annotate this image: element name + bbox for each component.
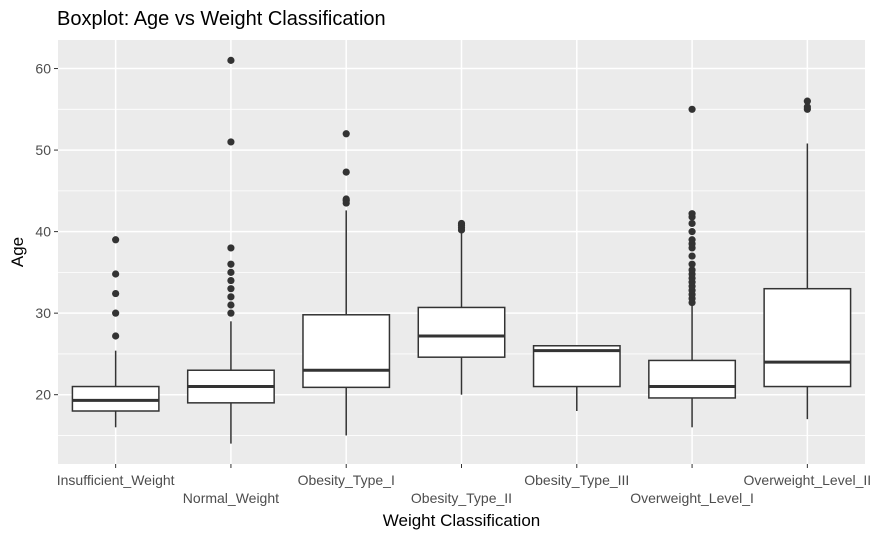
- outlier-point: [457, 219, 466, 228]
- iqr-box: [302, 314, 391, 389]
- outlier-point: [227, 285, 235, 293]
- y-tick-label: 60: [35, 61, 51, 77]
- box-Normal_Weight: [186, 56, 275, 444]
- iqr-box: [71, 385, 160, 412]
- outlier-point: [227, 309, 235, 317]
- outlier-point: [688, 252, 696, 260]
- outlier-point: [688, 236, 696, 244]
- y-tick-label: 30: [35, 305, 51, 321]
- x-tick-label: Obesity_Type_II: [411, 490, 512, 506]
- x-axis-title: Weight Classification: [383, 511, 540, 530]
- iqr-box: [532, 345, 621, 388]
- outlier-point: [803, 103, 811, 111]
- outlier-point: [227, 268, 235, 276]
- x-tick-label: Insufficient_Weight: [57, 472, 175, 488]
- box-Overweight_Level_I: [648, 105, 737, 428]
- outlier-point: [688, 228, 696, 236]
- x-tick-label: Obesity_Type_I: [298, 472, 395, 488]
- outlier-point: [227, 244, 235, 252]
- box-Overweight_Level_II: [763, 97, 852, 420]
- y-axis-title: Age: [8, 237, 27, 267]
- outlier-point: [688, 260, 696, 268]
- y-tick-label: 20: [35, 387, 51, 403]
- chart-title: Boxplot: Age vs Weight Classification: [57, 8, 386, 30]
- box-Obesity_Type_I: [302, 130, 391, 436]
- outlier-point: [112, 236, 120, 244]
- outlier-point: [112, 309, 120, 317]
- iqr-box: [763, 287, 852, 388]
- iqr-box: [417, 306, 506, 358]
- outlier-point: [112, 289, 120, 298]
- x-axis: Insufficient_Weight Normal_Weight Obesity_…: [57, 464, 871, 506]
- outlier-point: [688, 219, 696, 228]
- outlier-point: [342, 195, 350, 203]
- outlier-point: [112, 270, 120, 278]
- outlier-point: [342, 130, 350, 138]
- outlier-point: [803, 97, 811, 105]
- outlier-point: [112, 332, 120, 340]
- box-series: [71, 56, 852, 444]
- outlier-point: [688, 105, 696, 113]
- outlier-point: [227, 301, 235, 309]
- outlier-point: [688, 210, 696, 218]
- outlier-point: [227, 56, 235, 64]
- box-Obesity_Type_II: [417, 219, 506, 395]
- y-tick-label: 40: [35, 224, 51, 240]
- iqr-box: [648, 359, 737, 399]
- x-tick-label: Overweight_Level_I: [630, 490, 754, 506]
- x-tick-label: Overweight_Level_II: [744, 472, 872, 488]
- y-axis: 20 30 40 50 60: [35, 61, 58, 403]
- outlier-point: [227, 276, 235, 285]
- outlier-point: [227, 293, 235, 301]
- x-tick-label: Normal_Weight: [183, 490, 279, 506]
- outlier-point: [227, 260, 235, 268]
- y-tick-label: 50: [35, 142, 51, 158]
- outlier-point: [688, 266, 696, 274]
- box-Obesity_Type_III: [532, 345, 621, 411]
- box-Insufficient_Weight: [71, 236, 160, 428]
- x-tick-label: Obesity_Type_III: [524, 472, 629, 488]
- outlier-point: [227, 138, 235, 146]
- outlier-point: [342, 168, 350, 176]
